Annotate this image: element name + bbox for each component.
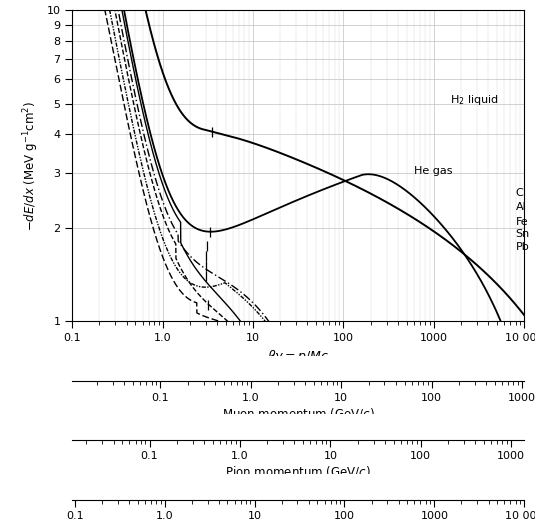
X-axis label: Muon momentum (GeV/$c$): Muon momentum (GeV/$c$): [222, 406, 374, 421]
Text: Pb: Pb: [516, 242, 529, 252]
Text: He gas: He gas: [414, 165, 452, 175]
Text: Al: Al: [516, 202, 526, 212]
Text: Fe: Fe: [516, 217, 528, 227]
X-axis label: $\beta\gamma = p/Mc$: $\beta\gamma = p/Mc$: [267, 348, 330, 365]
Text: C: C: [516, 188, 523, 198]
Text: Sn: Sn: [516, 230, 530, 240]
Y-axis label: $-dE/dx$ (MeV g$^{-1}$cm$^2$): $-dE/dx$ (MeV g$^{-1}$cm$^2$): [21, 101, 41, 231]
Text: H$_2$ liquid: H$_2$ liquid: [450, 93, 499, 107]
X-axis label: Pion momentum (GeV/$c$): Pion momentum (GeV/$c$): [225, 464, 371, 479]
